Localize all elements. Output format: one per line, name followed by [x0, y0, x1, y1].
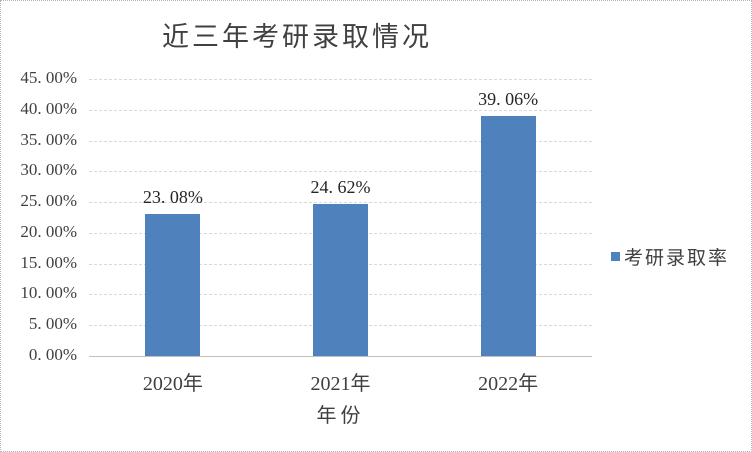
y-axis-tick-label: 0. 00%: [28, 345, 77, 364]
y-axis-tick-label: 45. 00%: [20, 68, 77, 87]
gridline: [89, 202, 592, 204]
gridline: [89, 79, 592, 80]
y-axis-tick-label: 15. 00%: [20, 252, 77, 272]
gridline: [89, 109, 592, 111]
y-axis-tick-label: 30. 00%: [20, 160, 77, 180]
y-axis-tick-label: 40. 00%: [20, 98, 77, 118]
bar-data-label: 23. 08%: [142, 186, 203, 207]
x-axis-line: [89, 356, 592, 357]
bar: [145, 213, 201, 356]
y-axis-tick-label: 5. 00%: [28, 314, 77, 334]
x-axis-category-label: 2020年: [142, 373, 203, 395]
legend: 考研录取率: [611, 243, 729, 270]
chart-title: 近三年考研录取情况: [162, 22, 432, 52]
y-axis-tick-label: 25. 00%: [20, 191, 77, 211]
legend-label: 考研录取率: [624, 248, 730, 269]
x-axis-category-label: 2022年: [478, 373, 539, 395]
gridline: [89, 171, 592, 173]
bar-data-label: 39. 06%: [478, 88, 539, 109]
y-axis-tick-label: 20. 00%: [20, 221, 77, 241]
gridline: [89, 140, 592, 142]
bar-data-label: 24. 62%: [310, 177, 371, 198]
y-axis-tick-label: 10. 00%: [20, 283, 77, 303]
x-axis-category-label: 2021年: [310, 373, 371, 395]
y-axis-tick-label: 35. 00%: [20, 129, 77, 149]
bar: [480, 115, 536, 356]
bar: [313, 204, 368, 356]
x-axis-title: 年份: [316, 405, 365, 427]
legend-marker-icon: [611, 252, 620, 261]
